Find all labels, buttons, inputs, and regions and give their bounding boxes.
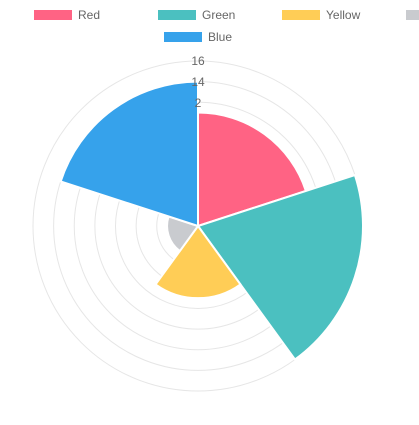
radial-tick-labels: 16 14 2 xyxy=(191,54,205,110)
legend-swatch-red[interactable] xyxy=(34,10,72,20)
legend-label-green[interactable]: Green xyxy=(202,8,235,22)
legend-swatch-blue[interactable] xyxy=(164,32,202,42)
tick-label: 16 xyxy=(191,54,205,68)
legend-label-blue[interactable]: Blue xyxy=(208,30,232,44)
chart-legend: RedGreenYellowGreyBlue xyxy=(34,8,419,44)
tick-label: 14 xyxy=(191,75,205,89)
legend-label-red[interactable]: Red xyxy=(78,8,100,22)
legend-swatch-yellow[interactable] xyxy=(282,10,320,20)
segment-red[interactable] xyxy=(197,111,308,228)
segment-green[interactable] xyxy=(196,173,364,361)
segment-blue[interactable] xyxy=(59,80,199,228)
legend-swatch-grey[interactable] xyxy=(406,10,419,20)
chart-segments xyxy=(59,80,364,361)
legend-swatch-green[interactable] xyxy=(158,10,196,20)
tick-label: 2 xyxy=(195,96,202,110)
segment-yellow[interactable] xyxy=(154,224,242,300)
legend-label-yellow[interactable]: Yellow xyxy=(326,8,361,22)
